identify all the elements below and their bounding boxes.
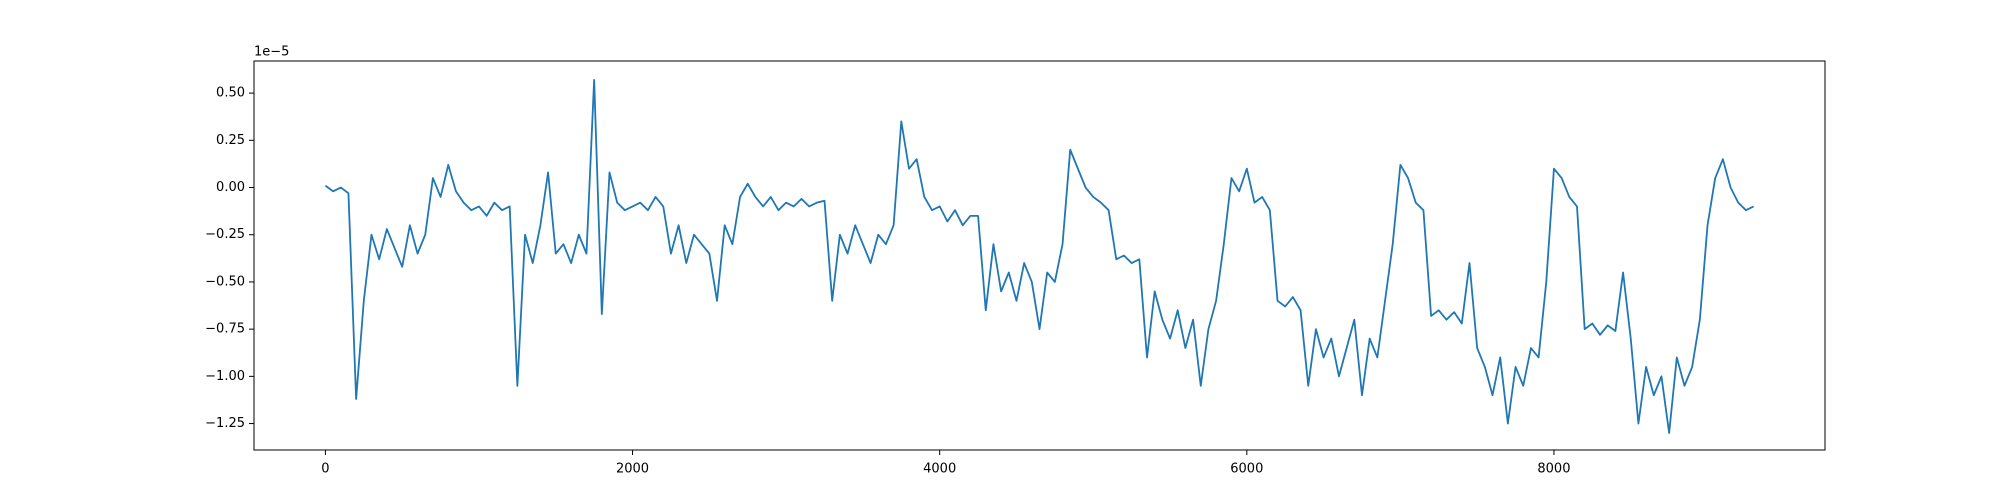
y-tick-label: −0.25 (205, 227, 245, 242)
x-tick-label: 8000 (1537, 462, 1570, 477)
axes-frame (253, 60, 1826, 451)
y-tick-label: −1.00 (205, 369, 245, 384)
x-tick-label: 0 (321, 462, 329, 477)
data-line (324, 78, 1754, 434)
y-tick-label: −0.75 (205, 322, 245, 337)
y-offset-label: 1e−5 (254, 45, 289, 60)
y-tick-label: 0.25 (216, 133, 245, 148)
x-tick-label: 6000 (1230, 462, 1263, 477)
y-tick-label: −0.50 (205, 274, 245, 289)
x-tick-label: 2000 (616, 462, 649, 477)
x-tick-label: 4000 (923, 462, 956, 477)
y-tick-label: 0.50 (216, 86, 245, 101)
y-tick-label: −1.25 (205, 416, 245, 431)
y-tick-label: 0.00 (216, 180, 245, 195)
